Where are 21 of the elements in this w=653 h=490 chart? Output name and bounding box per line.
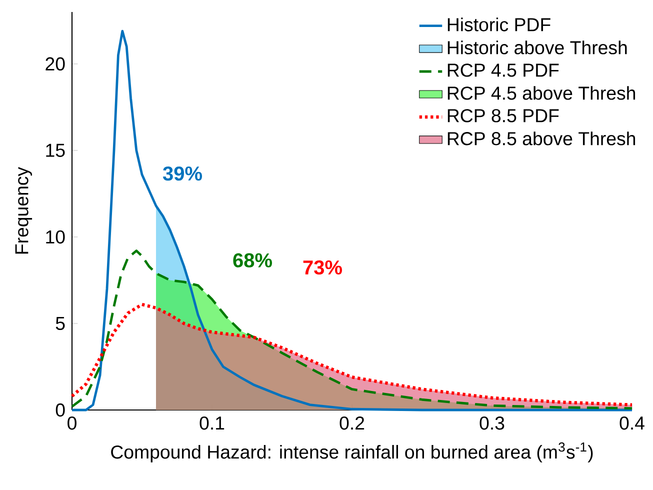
y-tick-label: 0	[56, 403, 65, 417]
x-tick-label: 0	[68, 416, 76, 430]
y-axis-title: Frequency	[15, 166, 32, 254]
legend-label: Historic PDF	[448, 18, 550, 32]
legend-label: Historic above Thresh	[448, 40, 627, 54]
x-tick-label: 0.1	[200, 416, 224, 430]
y-tick-label: 10	[46, 230, 65, 244]
annotation: 39%	[162, 166, 202, 181]
x-tick-label: 0.4	[620, 416, 644, 430]
legend-label: RCP 4.5 above Thresh	[448, 86, 636, 100]
x-tick-label: 0.3	[480, 416, 504, 430]
y-tick-label: 5	[56, 316, 65, 330]
annotation: 73%	[303, 260, 342, 275]
legend-label: RCP 4.5 PDF	[448, 64, 559, 77]
y-tick-label: 20	[46, 57, 65, 71]
y-tick-label: 15	[46, 144, 65, 157]
annotation: 68%	[233, 253, 272, 268]
legend-label: RCP 8.5 PDF	[448, 109, 559, 122]
x-axis-title: Compound Hazard: intense rainfall on burned area (m$^{3}$s$^{-1}$)	[111, 442, 593, 462]
legend-label: RCP 8.5 above Thresh	[448, 132, 636, 146]
x-tick-label: 0.2	[340, 416, 364, 430]
